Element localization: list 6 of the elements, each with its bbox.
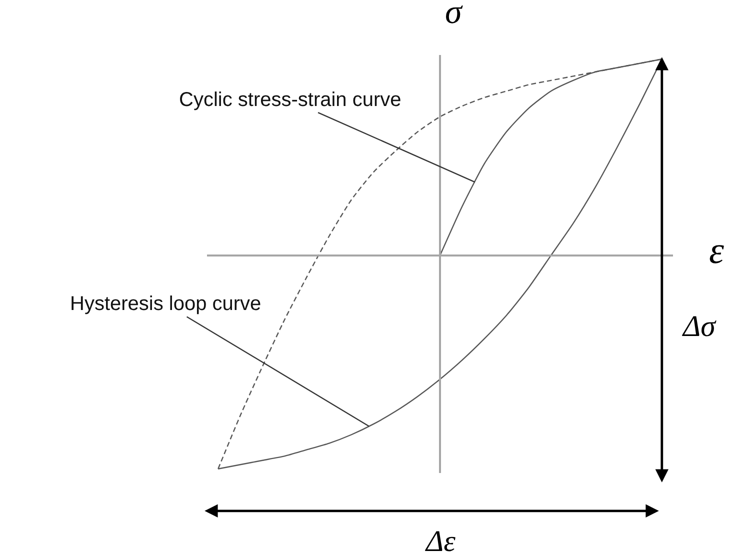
text: Δε [425, 525, 456, 558]
text: Cyclic stress-strain curve [179, 89, 402, 111]
text: Δσ [682, 310, 717, 343]
text: Hysteresis loop curve [70, 293, 262, 315]
x-axis-title: ε [709, 230, 724, 272]
y-axis-title: σ [445, 0, 463, 31]
